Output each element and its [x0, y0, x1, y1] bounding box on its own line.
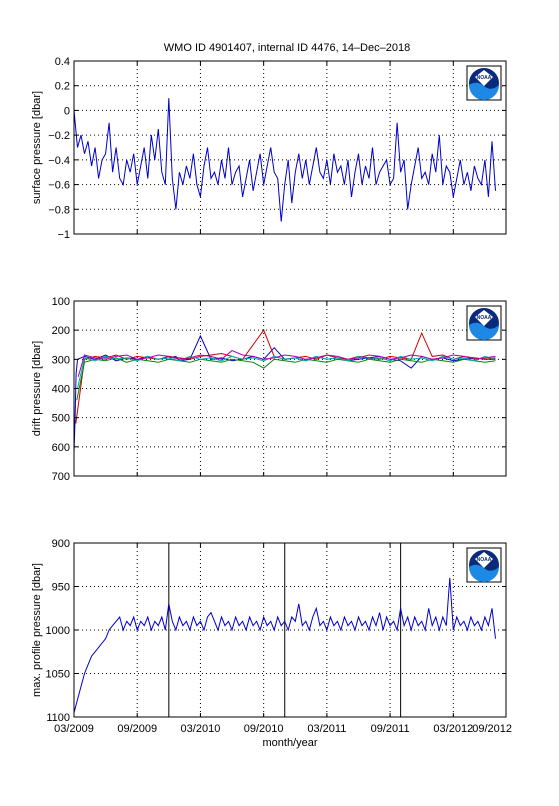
- y-tick-label: 700: [52, 471, 70, 483]
- series-line-3: [76, 357, 496, 401]
- y-axis-label: max. profile pressure [dbar]: [31, 563, 43, 697]
- noaa-logo-wave: [469, 322, 499, 340]
- y-tick-label: −0.4: [48, 155, 70, 167]
- panel-1: 0.4 0.2 0 −0.2 −0.4 −0.6 −0.8 −1 surface pressur…: [31, 56, 507, 241]
- noaa-logo: NOAA: [466, 305, 502, 341]
- y-tick-label: 1050: [46, 669, 70, 681]
- x-tick-label: 03/2012: [433, 723, 473, 735]
- x-axis-label: month/year: [262, 737, 317, 749]
- y-tick-label: 950: [52, 582, 70, 594]
- noaa-logo-wave: [469, 82, 499, 100]
- y-tick-label: 400: [52, 384, 70, 396]
- y-tick-label: 1000: [46, 625, 70, 637]
- y-tick-label: −1: [57, 229, 70, 241]
- x-tick-label: 03/2009: [54, 723, 94, 735]
- series-line-1: [73, 98, 496, 222]
- y-tick-label: 900: [52, 538, 70, 550]
- y-tick-label: 0.2: [55, 81, 70, 93]
- y-axis-label: drift pressure [dbar]: [31, 341, 43, 436]
- x-tick-label: 09/2009: [117, 723, 157, 735]
- x-tick-label: 09/2011: [371, 723, 410, 735]
- y-tick-label: −0.6: [48, 180, 70, 192]
- noaa-logo-text: NOAA: [477, 315, 492, 321]
- x-tick-label: 03/2011: [307, 723, 346, 735]
- y-tick-label: 200: [52, 325, 70, 337]
- y-tick-label: 100: [52, 296, 70, 308]
- x-tick-label: 03/2010: [181, 723, 221, 735]
- panels: 0.4 0.2 0 −0.2 −0.4 −0.6 −0.8 −1 surface pressur…: [31, 56, 512, 735]
- y-tick-label: 0: [64, 105, 70, 117]
- axes-frame: [73, 60, 507, 235]
- series-line-1: [73, 577, 496, 713]
- series-line-5: [77, 350, 496, 377]
- panel-2: 100 200 300 400 500 600 700 drift pressure [dba…: [31, 296, 507, 483]
- noaa-logo-text: NOAA: [477, 75, 492, 81]
- noaa-logo: NOAA: [466, 65, 502, 101]
- y-tick-label: −0.8: [48, 204, 70, 216]
- y-axis-label: surface pressure [dbar]: [31, 91, 43, 204]
- noaa-logo-bird: [475, 70, 493, 86]
- chart-title: WMO ID 4901407, internal ID 4476, 14–Dec…: [164, 42, 410, 54]
- y-tick-label: 300: [52, 354, 70, 366]
- noaa-logo-bird: [475, 310, 493, 326]
- noaa-logo-bird: [475, 552, 493, 568]
- panel-3: 900 950 1000 1050 1100 max. profile pressure …: [31, 538, 507, 724]
- y-tick-label: 600: [52, 442, 70, 454]
- y-tick-label: 1100: [46, 712, 70, 724]
- y-tick-label: 0.4: [55, 56, 70, 68]
- noaa-logo-text: NOAA: [477, 557, 492, 563]
- y-tick-label: −0.2: [48, 130, 70, 142]
- x-tick-label: 09/2010: [244, 723, 284, 735]
- x-tick-label: 09/2012: [472, 723, 512, 735]
- y-tick-label: 500: [52, 413, 70, 425]
- noaa-logo: NOAA: [466, 547, 502, 583]
- noaa-logo-wave: [469, 564, 499, 582]
